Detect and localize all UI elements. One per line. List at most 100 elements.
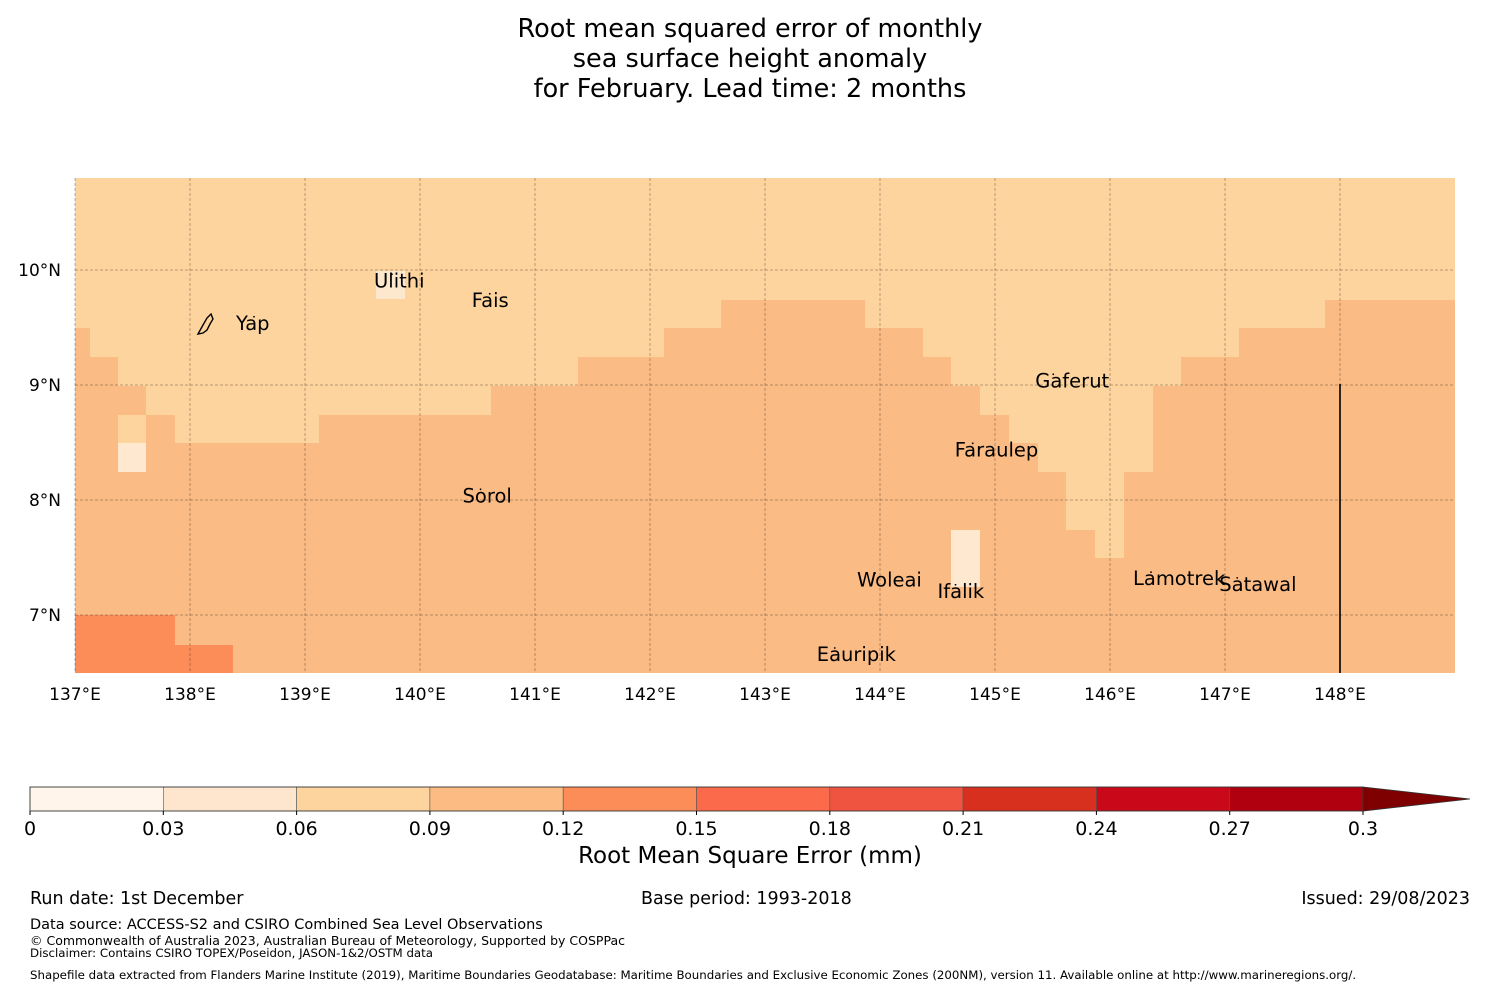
field-cell-0.09-0.12 (923, 357, 951, 673)
field-cell-0.09-0.12 (1066, 530, 1095, 673)
field-cell-0.09-0.12 (1181, 357, 1239, 673)
place-label-gaferut: Gaferut (1035, 369, 1109, 392)
field-cell-0.12-0.15 (175, 645, 233, 673)
shapefile-credit: Shapefile data extracted from Flanders M… (30, 968, 1357, 982)
island-dot (833, 647, 836, 649)
field-cell-0.09-0.12 (664, 328, 721, 673)
disclaimer: Disclaimer: Contains CSIRO TOPEX/Poseido… (30, 946, 434, 960)
lon-tick-label: 140°E (394, 685, 446, 705)
lon-tick-label: 139°E (279, 685, 331, 705)
colorbar-extend-arrow (1362, 786, 1471, 812)
field-cell-0.09-0.12 (175, 443, 319, 673)
field-cell-0.09-0.12 (1325, 300, 1455, 673)
place-label-eauripik: Eauripik (817, 643, 897, 666)
colorbar-segment (829, 786, 964, 812)
colorbar-segment (1229, 786, 1364, 812)
field-cell-0.09-0.12 (1095, 558, 1124, 673)
map-title: Root mean squared error of monthly sea s… (0, 14, 1500, 104)
field-cell-0.09-0.12 (1153, 386, 1181, 673)
lon-tick-label: 143°E (739, 685, 791, 705)
colorbar-segment (562, 786, 697, 812)
colorbar-tick-label: 0 (24, 818, 36, 840)
colorbar-label: Root Mean Square Error (mm) (578, 843, 922, 869)
issued-date: Issued: 29/08/2023 (1301, 889, 1470, 909)
field-cell-0.09-0.12 (1239, 328, 1325, 673)
lon-tick-label: 147°E (1199, 685, 1251, 705)
field-cell-0.09-0.12 (721, 300, 865, 673)
field-cell-0.09-0.12 (951, 386, 980, 673)
data-source: Data source: ACCESS-S2 and CSIRO Combine… (30, 917, 543, 933)
colorbar-tick-label: 0.12 (542, 818, 584, 840)
place-label-fais: Fais (472, 289, 509, 312)
field-cell-0.09-0.12 (1124, 472, 1153, 673)
lon-tick-label: 144°E (854, 685, 906, 705)
island-dot (1052, 373, 1055, 376)
colorbar-segment (962, 786, 1097, 812)
base-period: Base period: 1993-2018 (641, 889, 852, 909)
colorbar-segment (29, 786, 164, 812)
field-cell-0.09-0.12 (319, 415, 491, 673)
title-line-3: for February. Lead time: 2 months (533, 74, 967, 104)
yap-island-shape (196, 312, 214, 335)
place-label-faraulep: Faraulep (955, 438, 1039, 461)
colorbar-tick-label: 0.18 (809, 818, 851, 840)
place-label-lamotrek: Lamotrek (1133, 567, 1226, 590)
lon-tick-label: 148°E (1314, 685, 1366, 705)
colorbar-segment (1096, 786, 1231, 812)
lat-tick-label: 10°N (18, 261, 61, 281)
field-cell-0.03-0.06 (951, 530, 980, 587)
colorbar-tick-label: 0.15 (675, 818, 717, 840)
colorbar-segment (163, 786, 297, 812)
lon-tick-label: 141°E (509, 685, 561, 705)
field-cell-0.03-0.06 (376, 271, 405, 299)
place-label-ulithi: Ulithi (374, 269, 425, 292)
colorbar-segment (429, 786, 564, 812)
field-cell-0.09-0.12 (75, 328, 90, 673)
field-cell-0.03-0.06 (118, 443, 146, 472)
field-cell-0.09-0.12 (980, 415, 1009, 673)
lat-tick-label: 8°N (29, 491, 61, 511)
field-cell-0.09-0.12 (578, 357, 664, 673)
island-dot (954, 583, 957, 586)
field-cell-0.09-0.12 (491, 386, 578, 673)
field-cell-0.06-0.09 (118, 415, 146, 443)
colorbar-tick-label: 0.09 (409, 818, 451, 840)
island-dot (391, 273, 393, 276)
field-cell-0.09-0.12 (1009, 443, 1038, 673)
colorbar-tick-label: 0.27 (1209, 818, 1251, 840)
colorbar-tick-label: 0.03 (142, 818, 184, 840)
island-dot (874, 572, 876, 575)
island-dot (1150, 571, 1152, 573)
island-dot (479, 488, 482, 491)
place-label-satawal: Satawal (1219, 573, 1296, 596)
colorbar-tick-label: 0.21 (942, 818, 984, 840)
island-dot (253, 315, 255, 318)
lon-tick-label: 138°E (164, 685, 216, 705)
title-line-1: Root mean squared error of monthly (517, 14, 983, 44)
island-dot (971, 442, 974, 445)
lon-tick-label: 146°E (1084, 685, 1136, 705)
title-line-2: sea surface height anomaly (572, 44, 928, 74)
lon-tick-label: 142°E (624, 685, 676, 705)
colorbar-segment (696, 786, 831, 812)
colorbar-segment (296, 786, 431, 812)
place-label-yap: Yap (235, 312, 270, 335)
field-cell-0.09-0.12 (1038, 472, 1066, 673)
place-label-ifalik: Ifalik (938, 580, 985, 603)
run-date: Run date: 1st December (30, 889, 244, 909)
lon-tick-label: 145°E (969, 685, 1021, 705)
lat-tick-label: 7°N (29, 606, 61, 626)
colorbar-tick-label: 0.06 (275, 818, 317, 840)
field-cell-0.09-0.12 (865, 328, 923, 673)
island-dot (488, 292, 491, 295)
field-cell-0.12-0.15 (75, 615, 175, 673)
colorbar-tick-label: 0.3 (1348, 818, 1378, 840)
copyright: © Commonwealth of Australia 2023, Austra… (30, 933, 625, 948)
place-label-woleai: Woleai (857, 568, 922, 591)
colorbar-tick-label: 0.24 (1075, 818, 1117, 840)
island-dot (1236, 576, 1239, 579)
lon-tick-label: 137°E (49, 685, 101, 705)
lat-tick-label: 9°N (29, 376, 61, 396)
place-label-sorol: Sorol (463, 484, 512, 507)
